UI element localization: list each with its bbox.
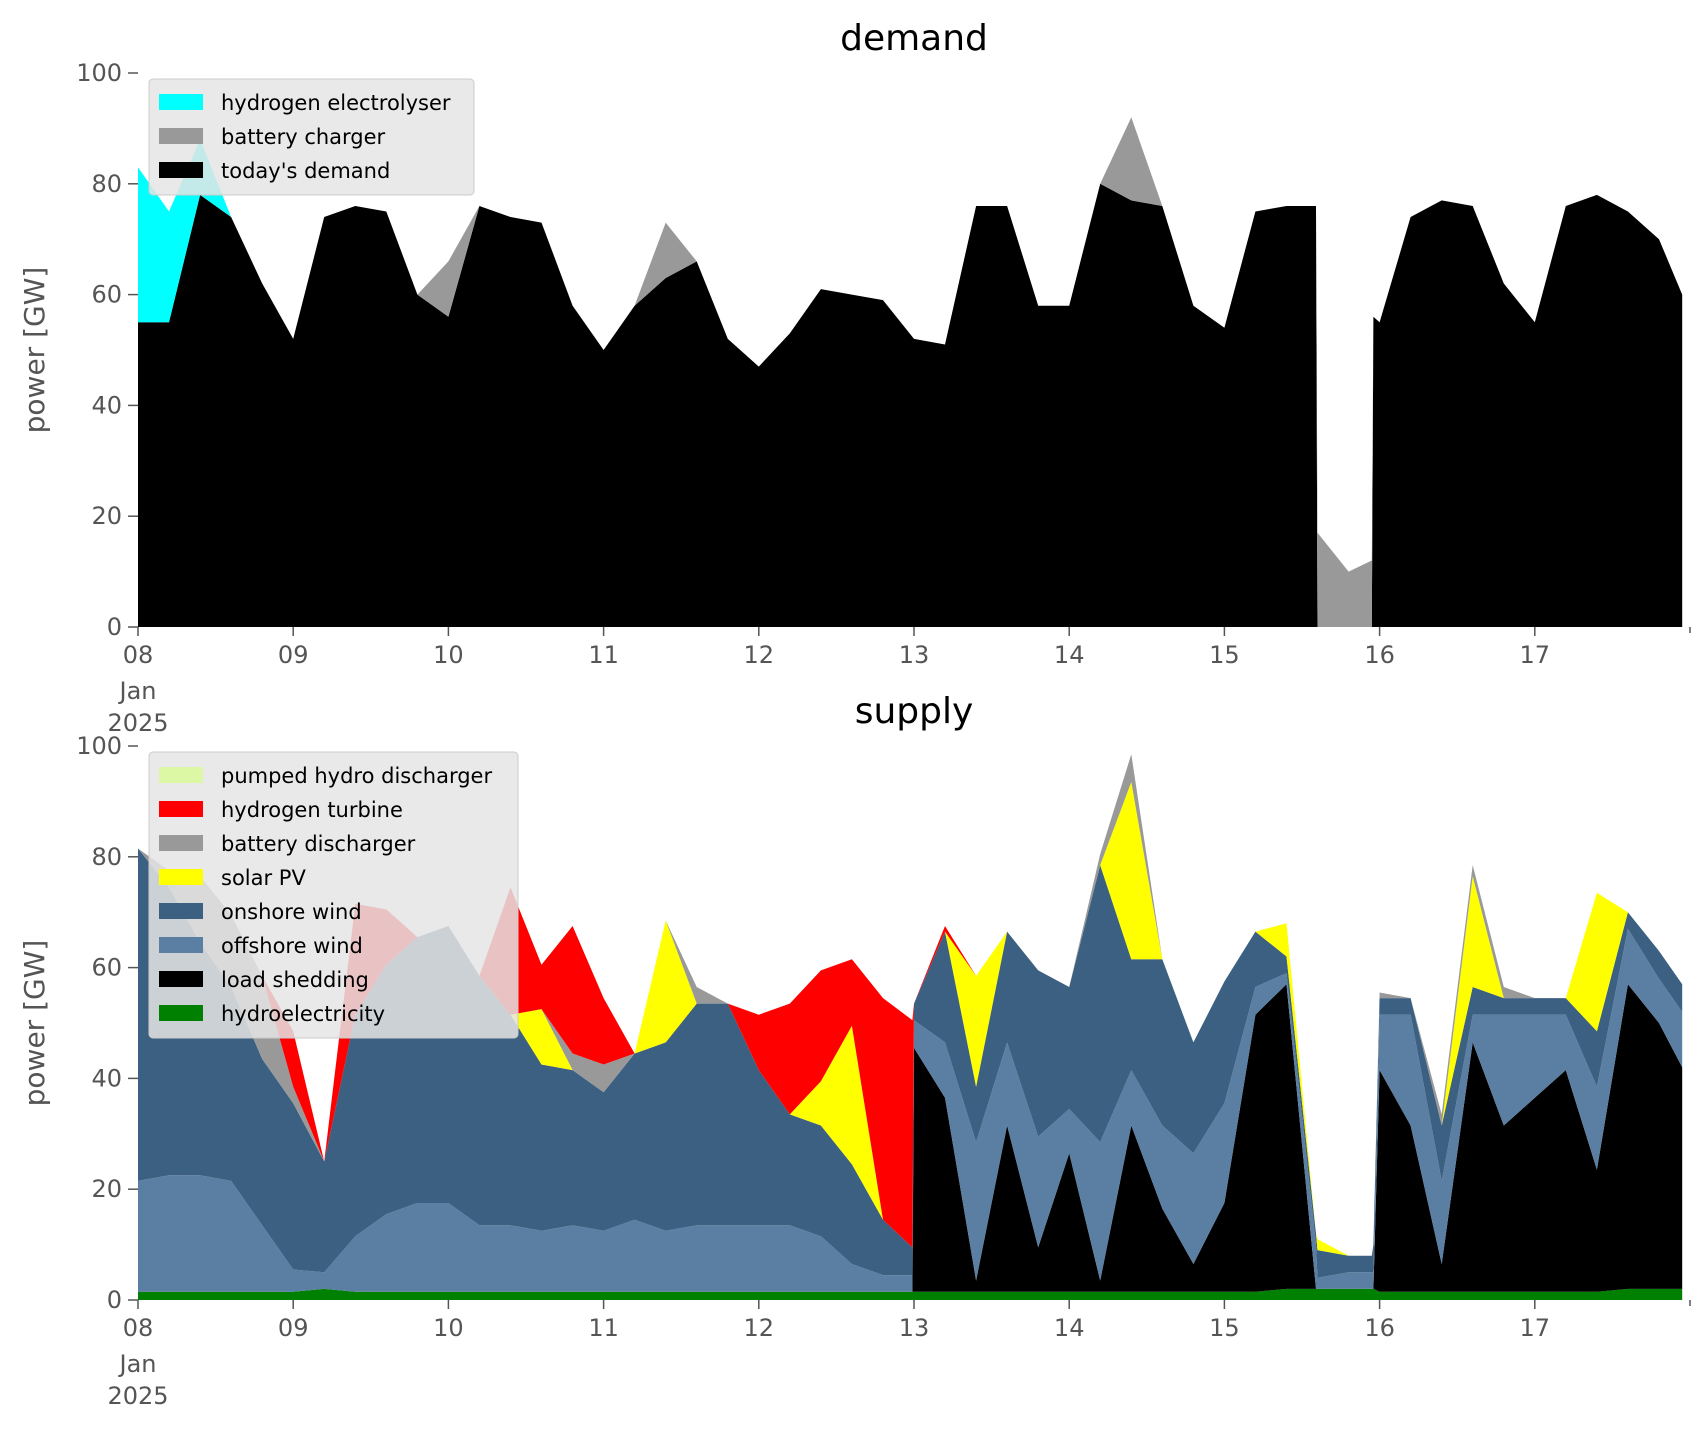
x-tick-label: 11 <box>588 1314 619 1342</box>
x-tick-label: 17 <box>1520 1314 1551 1342</box>
chart-title: demand <box>840 18 988 59</box>
x-tick-label: 10 <box>433 641 464 669</box>
x-tick-label: 08 <box>123 1314 154 1342</box>
x-tick-label: 09 <box>278 1314 309 1342</box>
y-tick-label: 80 <box>91 170 122 198</box>
y-tick-label: 0 <box>107 613 122 641</box>
legend-label-hydrogen-turbine: hydrogen turbine <box>221 798 403 822</box>
legend-label-load-shedding: load shedding <box>221 968 369 992</box>
legend-swatch-hydroelectricity <box>159 1005 203 1021</box>
y-tick-label: 40 <box>91 391 122 419</box>
y-tick-label: 60 <box>91 281 122 309</box>
y-tick-label: 0 <box>107 1286 122 1314</box>
x-tick-label: 16 <box>1364 1314 1395 1342</box>
x-tick-label: 16 <box>1364 641 1395 669</box>
x-tick-label: 12 <box>744 641 775 669</box>
y-axis-label: power [GW] <box>18 267 51 434</box>
legend-label-onshore-wind: onshore wind <box>221 900 362 924</box>
x-tick-sublabel: Jan <box>118 1350 157 1378</box>
legend-swatch-battery-discharger <box>159 835 203 851</box>
y-tick-label: 60 <box>91 954 122 982</box>
demand-chart: demand power [GW] 0 20 40 60 80 100 08 Jan 2025 09 1… <box>18 18 1691 737</box>
legend-swatch-today-s-demand <box>159 162 203 178</box>
legend: pumped hydro discharger hydrogen turbine b… <box>148 751 519 1039</box>
legend-label-hydrogen-electrolyser: hydrogen electrolyser <box>221 91 451 115</box>
legend-swatch-hydrogen-electrolyser <box>159 94 203 110</box>
x-tick-sublabel: 2025 <box>107 1382 168 1410</box>
chart-title: supply <box>855 691 974 732</box>
series-areas <box>138 117 1683 628</box>
series-area-today-s-demand <box>138 183 1683 628</box>
legend-box <box>148 78 475 196</box>
x-tick-label: 09 <box>278 641 309 669</box>
x-tick-label: 14 <box>1054 1314 1085 1342</box>
series-areas <box>138 754 1683 1300</box>
x-tick-sublabel: 2025 <box>107 709 168 737</box>
y-tick-label: 100 <box>76 59 122 87</box>
x-tick-label: 15 <box>1209 641 1240 669</box>
x-tick-label: 12 <box>744 1314 775 1342</box>
x-tick-sublabel: Jan <box>118 677 157 705</box>
legend-label-solar-pv: solar PV <box>221 866 306 890</box>
series-area-hydrogen-turbine <box>138 754 1683 1256</box>
legend-box <box>148 751 519 1039</box>
x-tick-label: 10 <box>433 1314 464 1342</box>
y-tick-label: 100 <box>76 732 122 760</box>
x-tick-label: 13 <box>899 641 930 669</box>
legend-label-hydroelectricity: hydroelectricity <box>221 1002 385 1026</box>
legend-swatch-battery-charger <box>159 128 203 144</box>
legend-label-battery-charger: battery charger <box>221 125 386 149</box>
y-tick-label: 40 <box>91 1064 122 1092</box>
legend-label-pumped-hydro-discharger: pumped hydro discharger <box>221 764 492 788</box>
legend-swatch-offshore-wind <box>159 937 203 953</box>
y-axis-label: power [GW] <box>18 940 51 1107</box>
legend-label-battery-discharger: battery discharger <box>221 832 416 856</box>
legend-swatch-solar-pv <box>159 869 203 885</box>
series-area-hydroelectricity <box>138 1288 1683 1300</box>
y-tick-label: 80 <box>91 843 122 871</box>
x-tick-label: 17 <box>1520 641 1551 669</box>
y-tick-label: 20 <box>91 502 122 530</box>
legend-label-offshore-wind: offshore wind <box>221 934 363 958</box>
legend-label-today-s-demand: today's demand <box>221 159 390 183</box>
x-tick-label: 13 <box>899 1314 930 1342</box>
x-tick-label: 08 <box>123 641 154 669</box>
series-area-load-shedding <box>138 984 1683 1292</box>
supply-chart: supply power [GW] 0 20 40 60 80 100 08 Jan 2025 09 1… <box>18 691 1691 1410</box>
x-tick-label: 15 <box>1209 1314 1240 1342</box>
y-tick-label: 20 <box>91 1175 122 1203</box>
x-tick-label: 11 <box>588 641 619 669</box>
legend-swatch-onshore-wind <box>159 903 203 919</box>
x-tick-label: 14 <box>1054 641 1085 669</box>
legend: hydrogen electrolyser battery charger toda… <box>148 78 475 196</box>
legend-swatch-load-shedding <box>159 971 203 987</box>
series-area-onshore-wind <box>138 848 1683 1278</box>
legend-swatch-hydrogen-turbine <box>159 801 203 817</box>
legend-swatch-pumped-hydro-discharger <box>159 767 203 783</box>
